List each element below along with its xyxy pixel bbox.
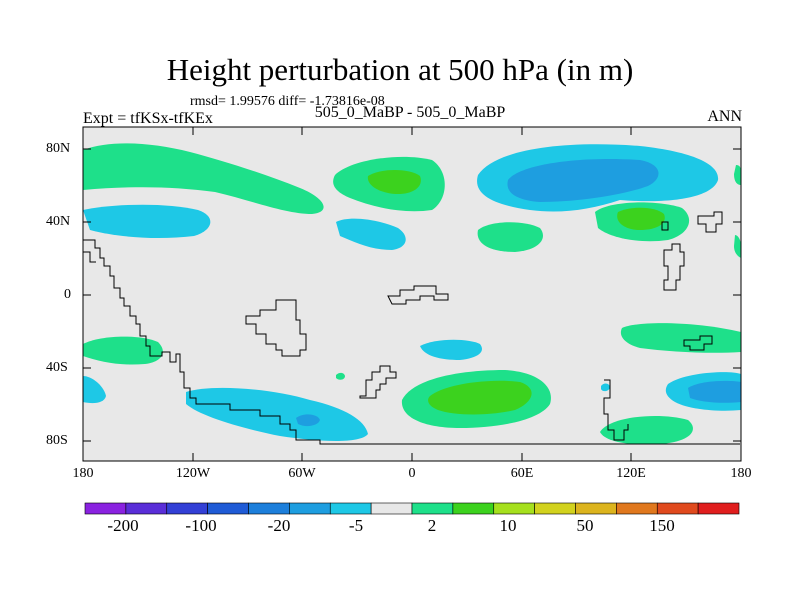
colorbar-label: -200 — [107, 516, 139, 535]
colorbar-swatch — [411, 502, 454, 515]
colorbar-swatch — [207, 502, 249, 515]
colorbar-swatch — [125, 502, 168, 515]
colorbar-swatch — [575, 502, 617, 515]
region-green — [477, 222, 543, 252]
y-label-80n: 80N — [46, 141, 71, 156]
y-label-40n: 40N — [46, 214, 71, 229]
colorbar-swatch — [697, 502, 740, 515]
colorbar-label: -20 — [267, 516, 291, 535]
colorbar — [84, 502, 740, 515]
region-cyan — [601, 383, 610, 392]
colorbar-label: 150 — [649, 516, 675, 535]
subtitle: 505_0_MaBP - 505_0_MaBP — [314, 104, 506, 121]
y-label-80s: 80S — [46, 433, 68, 448]
colorbar-swatch — [370, 502, 413, 515]
x-label-180e: 180 — [730, 466, 752, 481]
axis-ticks — [83, 127, 741, 461]
colorbar-swatch — [534, 502, 576, 515]
colorbar-swatch — [452, 502, 495, 515]
region-cyan — [83, 204, 211, 238]
x-label-60e: 60E — [510, 466, 534, 481]
region-green — [600, 416, 693, 445]
experiment-label: Expt = tfKSx-tfKEx — [83, 110, 213, 127]
y-label-0: 0 — [64, 287, 71, 302]
x-label-0: 0 — [408, 466, 416, 481]
colorbar-swatch — [616, 502, 658, 515]
region-green — [734, 235, 741, 258]
colorbar-swatch — [289, 502, 331, 515]
colorbar-swatch — [656, 502, 699, 515]
colorbar-label: -5 — [348, 516, 364, 535]
region-blue — [688, 380, 741, 403]
x-label-180w: 180 — [72, 466, 94, 481]
colorbar-swatch — [84, 502, 127, 515]
region-green — [734, 165, 741, 185]
colorbar-label: -100 — [185, 516, 217, 535]
colorbar-swatch — [166, 502, 208, 515]
region-green — [336, 372, 345, 380]
region-cyan — [186, 387, 368, 441]
region-green-dark — [367, 170, 421, 194]
season-label: ANN — [707, 108, 742, 125]
colorbar-swatch — [329, 502, 372, 515]
stats-text: rmsd= 1.99576 diff= -1.73816e-08 — [190, 94, 385, 109]
region-green-dark — [428, 380, 532, 415]
y-label-40s: 40S — [46, 360, 68, 375]
region-green-dark — [617, 207, 665, 230]
coastlines — [83, 211, 740, 445]
region-cyan — [83, 376, 106, 404]
region-cyan — [420, 339, 482, 360]
region-green — [83, 143, 324, 214]
x-label-60w: 60W — [288, 466, 316, 481]
region-blue — [507, 158, 659, 202]
region-cyan — [336, 218, 406, 250]
contour-regions — [83, 143, 741, 445]
region-blue — [296, 414, 320, 427]
colorbar-label: 10 — [499, 516, 517, 535]
x-label-120w: 120W — [175, 466, 211, 481]
colorbar-label: 2 — [427, 516, 437, 535]
colorbar-swatch — [493, 502, 535, 515]
colorbar-label: 50 — [576, 516, 594, 535]
colorbar-swatch — [248, 502, 290, 515]
region-green — [620, 323, 741, 353]
region-green — [83, 336, 163, 365]
plot-title: Height perturbation at 500 hPa (in m) — [166, 52, 634, 87]
x-label-120e: 120E — [616, 466, 646, 481]
